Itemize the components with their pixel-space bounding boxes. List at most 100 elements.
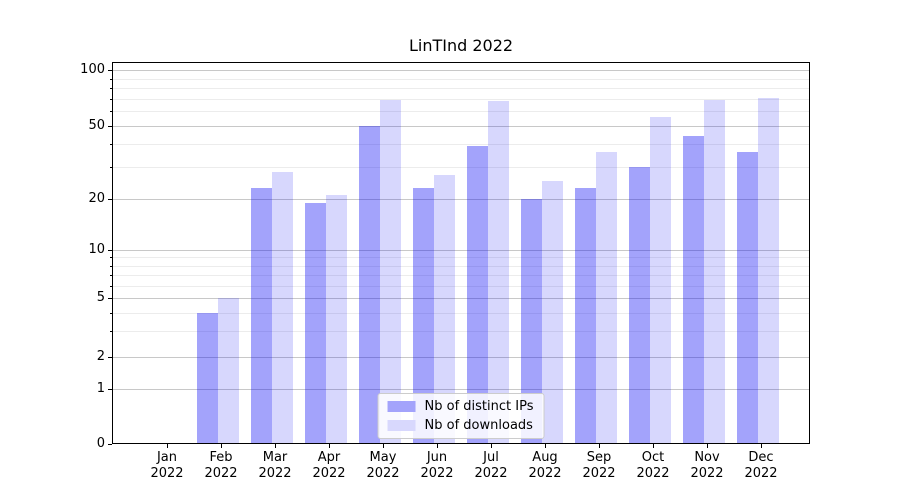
y-minor-tick-mark [110, 331, 112, 332]
bar-distinct-ips [413, 187, 434, 444]
x-tick-label: Aug 2022 [528, 450, 562, 481]
y-tick-mark [108, 444, 112, 445]
major-gridline [112, 70, 810, 71]
y-minor-tick-mark [110, 285, 112, 287]
legend: Nb of distinct IPs Nb of downloads [377, 393, 545, 439]
y-tick-label: 100 [80, 62, 105, 77]
x-tick-label: Nov 2022 [690, 450, 724, 481]
minor-gridline [112, 98, 810, 100]
x-tick-label: Apr 2022 [312, 450, 346, 481]
bar-distinct-ips [197, 312, 218, 444]
x-tick-mark [491, 444, 492, 448]
y-minor-tick-mark [110, 312, 112, 314]
x-tick-mark [329, 444, 330, 448]
major-gridline [112, 126, 810, 127]
y-tick-mark [108, 298, 112, 300]
y-minor-tick-mark [110, 166, 112, 168]
major-gridline [112, 298, 810, 300]
x-tick-mark [707, 444, 708, 448]
bar-distinct-ips [467, 145, 488, 444]
y-minor-tick-mark [110, 143, 112, 145]
bar-distinct-ips [359, 126, 380, 444]
minor-gridline [112, 312, 810, 314]
bar-downloads [542, 181, 563, 444]
bar-downloads [434, 175, 455, 444]
y-tick-mark [108, 250, 112, 251]
y-tick-label: 50 [88, 118, 105, 133]
x-tick-mark [383, 444, 384, 448]
x-tick-label: Feb 2022 [204, 450, 238, 481]
major-gridline [112, 389, 810, 391]
y-tick-label: 5 [96, 290, 105, 306]
bar-downloads [326, 195, 347, 444]
y-tick-label: 2 [96, 349, 105, 364]
legend-item-distinct-ips: Nb of distinct IPs [387, 399, 534, 414]
bar-downloads [380, 100, 401, 444]
x-tick-label: Jan 2022 [150, 450, 184, 481]
x-tick-label: Oct 2022 [636, 450, 670, 481]
minor-gridline [112, 88, 810, 89]
x-tick-label: Jul 2022 [474, 450, 508, 481]
x-tick-mark [545, 444, 546, 448]
bar-distinct-ips [629, 166, 650, 444]
major-gridline [112, 357, 810, 358]
y-tick-mark [108, 126, 112, 127]
minor-gridline [112, 166, 810, 168]
x-tick-mark [221, 444, 222, 448]
y-tick-label: 0 [96, 436, 105, 451]
legend-item-downloads: Nb of downloads [387, 418, 534, 433]
bar-distinct-ips [737, 152, 758, 444]
x-tick-mark [761, 444, 762, 448]
chart-title: LinTInd 2022 [408, 36, 514, 55]
bar-downloads [704, 100, 725, 444]
bar-downloads [488, 101, 509, 444]
minor-gridline [112, 265, 810, 267]
x-tick-label: Dec 2022 [744, 450, 778, 481]
x-tick-mark [437, 444, 438, 448]
bar-downloads [758, 97, 779, 444]
y-minor-tick-mark [110, 265, 112, 267]
y-minor-tick-mark [110, 274, 112, 276]
x-tick-mark [653, 444, 654, 448]
minor-gridline [112, 78, 810, 80]
y-minor-tick-mark [110, 257, 112, 259]
legend-swatch-downloads [387, 420, 416, 431]
y-tick-label: 20 [88, 191, 105, 206]
legend-label-downloads: Nb of downloads [424, 418, 533, 433]
bar-downloads [650, 116, 671, 444]
bar-distinct-ips [305, 202, 326, 444]
minor-gridline [112, 111, 810, 113]
y-tick-mark [108, 389, 112, 391]
minor-gridline [112, 285, 810, 287]
plot-area: Nb of distinct IPs Nb of downloads [112, 62, 810, 444]
x-tick-label: Mar 2022 [258, 450, 292, 481]
bar-downloads [272, 172, 293, 444]
major-gridline [112, 250, 810, 251]
x-tick-label: May 2022 [366, 450, 400, 481]
x-tick-label: Sep 2022 [582, 450, 616, 481]
bar-downloads [596, 152, 617, 444]
y-minor-tick-mark [110, 78, 112, 80]
x-tick-mark [275, 444, 276, 448]
y-minor-tick-mark [110, 111, 112, 113]
y-tick-mark [108, 357, 112, 358]
x-tick-mark [167, 444, 168, 448]
y-tick-mark [108, 199, 112, 200]
bar-distinct-ips [683, 136, 704, 444]
y-minor-tick-mark [110, 98, 112, 100]
minor-gridline [112, 331, 810, 332]
bar-distinct-ips [251, 187, 272, 444]
minor-gridline [112, 143, 810, 145]
y-tick-label: 1 [96, 381, 105, 397]
major-gridline [112, 199, 810, 200]
minor-gridline [112, 274, 810, 276]
x-tick-mark [599, 444, 600, 448]
y-minor-tick-mark [110, 88, 112, 89]
x-tick-label: Jun 2022 [420, 450, 454, 481]
minor-gridline [112, 257, 810, 259]
legend-label-distinct-ips: Nb of distinct IPs [424, 399, 534, 414]
bar-distinct-ips [575, 187, 596, 444]
y-tick-mark [108, 70, 112, 71]
bar-downloads [218, 298, 239, 444]
